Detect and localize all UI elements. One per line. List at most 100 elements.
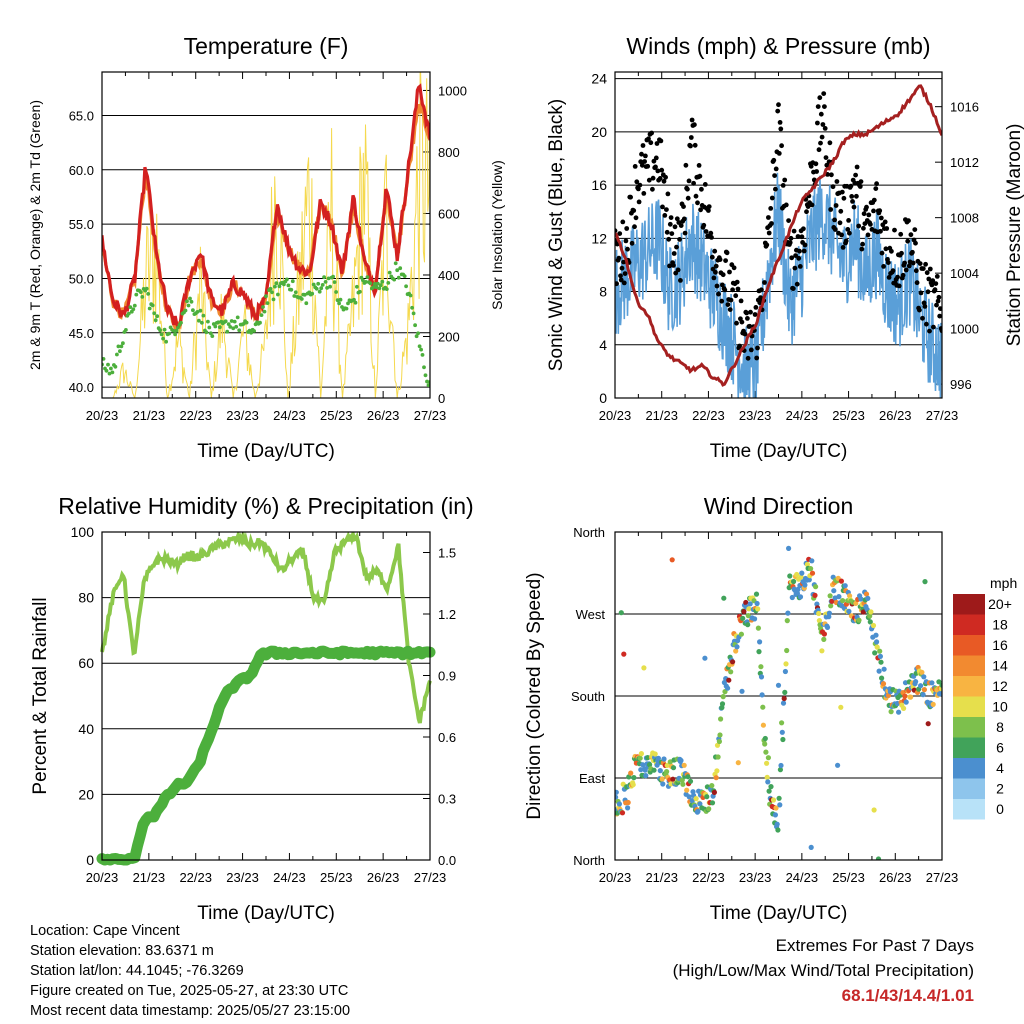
dewpoint-point bbox=[131, 307, 136, 312]
gust-point bbox=[671, 251, 677, 256]
legend-swatch bbox=[953, 655, 985, 676]
gust-point bbox=[762, 280, 767, 285]
direction-point bbox=[735, 760, 741, 766]
direction-point bbox=[770, 797, 777, 803]
direction-point bbox=[873, 632, 879, 638]
dewpoint-point bbox=[374, 285, 379, 289]
direction-point bbox=[919, 669, 925, 675]
direction-point bbox=[756, 649, 762, 655]
direction-point bbox=[670, 776, 676, 782]
gust-point bbox=[695, 200, 700, 206]
gust-point bbox=[857, 184, 863, 189]
gust-point bbox=[938, 306, 942, 311]
dewpoint-point bbox=[270, 290, 274, 295]
direction-point bbox=[838, 704, 844, 710]
legend-swatch bbox=[953, 778, 985, 799]
dewpoint-point bbox=[426, 383, 430, 388]
legend-label: 16 bbox=[992, 637, 1008, 653]
chart-title: Temperature (F) bbox=[184, 33, 349, 59]
x-tick-label: 20/23 bbox=[599, 870, 632, 885]
direction-point bbox=[827, 593, 833, 599]
direction-point bbox=[651, 767, 657, 773]
gust-point bbox=[819, 134, 825, 140]
direction-point bbox=[747, 601, 753, 607]
direction-point bbox=[782, 668, 789, 675]
gust-point bbox=[683, 162, 689, 168]
x-tick-label: 20/23 bbox=[599, 408, 632, 423]
y-axis-label-left: Percent & Total Rainfall bbox=[30, 597, 51, 794]
direction-point bbox=[804, 561, 811, 568]
direction-point bbox=[715, 754, 721, 760]
gust-point bbox=[883, 246, 889, 252]
gust-point bbox=[818, 140, 823, 146]
direction-point bbox=[785, 610, 791, 616]
gust-point bbox=[847, 230, 852, 236]
gust-point bbox=[655, 168, 661, 174]
gust-point bbox=[759, 287, 764, 293]
dewpoint-point bbox=[293, 290, 298, 295]
direction-point bbox=[779, 729, 785, 735]
gust-point bbox=[868, 222, 873, 227]
gust-point bbox=[663, 174, 668, 180]
direction-point bbox=[695, 808, 701, 815]
dewpoint-point bbox=[107, 371, 112, 376]
direction-point bbox=[618, 610, 624, 616]
gust-point bbox=[795, 234, 801, 239]
y-tick-label: West bbox=[576, 607, 606, 622]
wind-series bbox=[615, 172, 942, 398]
dewpoint-point bbox=[304, 301, 309, 306]
y-tick-label: 55.0 bbox=[69, 217, 94, 232]
direction-point bbox=[860, 609, 867, 615]
direction-point bbox=[867, 613, 873, 619]
gust-point bbox=[793, 253, 798, 258]
dewpoint-point bbox=[106, 362, 110, 367]
direction-point bbox=[753, 591, 760, 597]
direction-point bbox=[816, 618, 823, 624]
x-tick-label: 24/23 bbox=[273, 870, 306, 885]
gust-point bbox=[772, 173, 777, 179]
dewpoint-point bbox=[128, 305, 133, 309]
gust-point bbox=[640, 143, 646, 148]
gust-point bbox=[634, 179, 640, 185]
direction-point bbox=[799, 570, 805, 576]
x-tick-label: 22/23 bbox=[692, 408, 725, 423]
gust-point bbox=[820, 122, 826, 127]
chart-title: Winds (mph) & Pressure (mb) bbox=[626, 33, 930, 59]
gust-point bbox=[621, 280, 627, 286]
dewpoint-point bbox=[375, 281, 380, 286]
dewpoint-point bbox=[235, 315, 240, 320]
gust-point bbox=[745, 355, 751, 361]
direction-point bbox=[721, 595, 727, 601]
gust-point bbox=[929, 282, 935, 288]
gust-point bbox=[662, 213, 668, 218]
gust-point bbox=[722, 287, 728, 293]
dewpoint-point bbox=[311, 282, 316, 287]
direction-point bbox=[772, 812, 779, 818]
dewpoint-point bbox=[229, 319, 234, 323]
gust-point bbox=[688, 135, 694, 140]
gust-point bbox=[691, 180, 696, 186]
direction-point bbox=[876, 668, 882, 674]
gust-point bbox=[839, 232, 844, 238]
dewpoint-point bbox=[167, 331, 172, 336]
gust-point bbox=[839, 189, 845, 195]
y-right-tick-label: 1.2 bbox=[438, 607, 456, 622]
gust-point bbox=[730, 287, 735, 293]
speed-legend: mph 20+ 18 16 14 12 10 8 6 4 2 0 bbox=[953, 575, 1017, 820]
x-tick-label: 24/23 bbox=[786, 870, 819, 885]
direction-point bbox=[641, 665, 647, 671]
gust-point bbox=[927, 328, 932, 334]
gust-point bbox=[701, 222, 707, 228]
dewpoint-point bbox=[380, 279, 385, 284]
gust-point bbox=[823, 155, 829, 161]
gust-point bbox=[775, 108, 781, 114]
gust-point bbox=[931, 324, 936, 330]
gust-point bbox=[922, 304, 928, 309]
dewpoint-point bbox=[124, 328, 128, 332]
y-tick-label: 45.0 bbox=[69, 326, 94, 341]
gust-point bbox=[866, 212, 872, 218]
direction-point bbox=[678, 757, 684, 764]
gust-point bbox=[716, 291, 721, 297]
y-right-tick-label: 0.3 bbox=[438, 792, 456, 807]
direction-point bbox=[670, 765, 677, 771]
